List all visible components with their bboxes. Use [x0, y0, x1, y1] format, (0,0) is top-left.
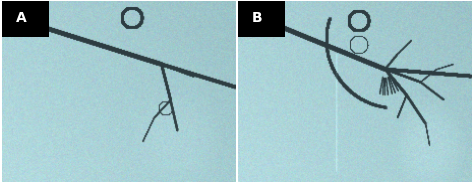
Text: A: A [17, 11, 27, 25]
FancyBboxPatch shape [2, 1, 49, 37]
FancyBboxPatch shape [238, 1, 285, 37]
Text: B: B [252, 11, 263, 25]
